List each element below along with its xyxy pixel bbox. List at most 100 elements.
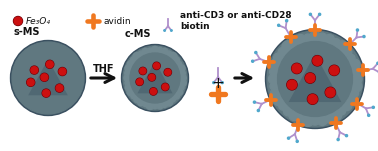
Circle shape [46,61,53,68]
Circle shape [342,101,352,111]
Circle shape [284,106,293,116]
Circle shape [287,80,296,89]
Circle shape [342,47,352,57]
Circle shape [306,74,315,83]
Circle shape [222,82,223,84]
Circle shape [166,51,172,57]
Circle shape [273,94,285,106]
Circle shape [121,45,189,111]
Text: THF: THF [93,64,115,74]
Circle shape [304,34,311,42]
Circle shape [125,70,130,76]
Circle shape [356,29,358,31]
Circle shape [305,73,315,83]
Text: avidin: avidin [103,16,131,26]
Circle shape [377,62,378,64]
Circle shape [270,67,278,76]
Circle shape [267,31,363,127]
Circle shape [179,74,186,82]
Circle shape [133,53,141,61]
Circle shape [170,97,175,102]
Circle shape [337,138,339,141]
Circle shape [363,35,365,38]
Circle shape [156,47,163,54]
Text: Fe₃O₄: Fe₃O₄ [26,16,51,26]
Circle shape [31,67,38,74]
Circle shape [277,42,352,116]
Circle shape [255,51,257,54]
Circle shape [139,67,147,75]
Circle shape [270,59,282,71]
Circle shape [127,88,135,96]
Text: +: + [212,76,225,90]
Circle shape [130,53,180,103]
Circle shape [140,68,146,74]
Text: c-MS: c-MS [125,29,152,39]
Circle shape [332,39,340,47]
Circle shape [296,34,306,45]
Circle shape [42,89,50,97]
Circle shape [162,83,169,91]
Circle shape [147,48,153,53]
Circle shape [297,114,305,122]
Circle shape [30,66,38,74]
Circle shape [268,74,278,84]
Circle shape [14,16,23,26]
Circle shape [176,88,183,95]
Circle shape [161,101,168,107]
Circle shape [324,113,334,123]
Circle shape [257,109,259,112]
Circle shape [148,74,155,81]
Circle shape [136,78,143,85]
Circle shape [165,98,173,106]
Circle shape [40,73,48,81]
Circle shape [131,93,136,99]
Circle shape [277,24,280,26]
Polygon shape [137,61,173,93]
Circle shape [308,95,317,104]
Circle shape [271,88,281,99]
Circle shape [178,85,184,90]
Circle shape [309,31,321,43]
Polygon shape [288,54,341,102]
Circle shape [347,54,355,62]
Text: anti-CD3 or anti-CD28
biotin: anti-CD3 or anti-CD28 biotin [180,11,291,31]
Circle shape [146,101,154,110]
Circle shape [142,48,149,55]
Circle shape [253,101,256,103]
Circle shape [318,33,327,43]
Circle shape [56,84,64,92]
Circle shape [265,29,364,129]
Circle shape [252,60,254,62]
Circle shape [27,79,34,86]
Circle shape [282,41,294,53]
Circle shape [289,110,299,120]
Circle shape [352,74,362,84]
Circle shape [290,39,299,47]
Circle shape [350,80,362,92]
Circle shape [59,68,66,75]
Circle shape [134,96,140,103]
Circle shape [270,82,278,90]
Polygon shape [28,59,68,95]
Circle shape [173,93,180,99]
Circle shape [286,20,288,22]
Circle shape [307,94,318,104]
Circle shape [279,101,287,110]
Circle shape [324,34,335,45]
Circle shape [164,30,166,31]
Circle shape [372,106,374,108]
Circle shape [336,41,348,53]
Circle shape [288,137,290,139]
Circle shape [326,88,335,97]
Circle shape [302,114,314,126]
Circle shape [162,84,168,90]
Circle shape [177,65,185,72]
Circle shape [149,74,155,80]
Circle shape [213,82,215,84]
Circle shape [317,115,327,125]
Circle shape [164,69,172,76]
Circle shape [138,51,144,57]
Circle shape [152,103,158,109]
Circle shape [325,87,336,98]
